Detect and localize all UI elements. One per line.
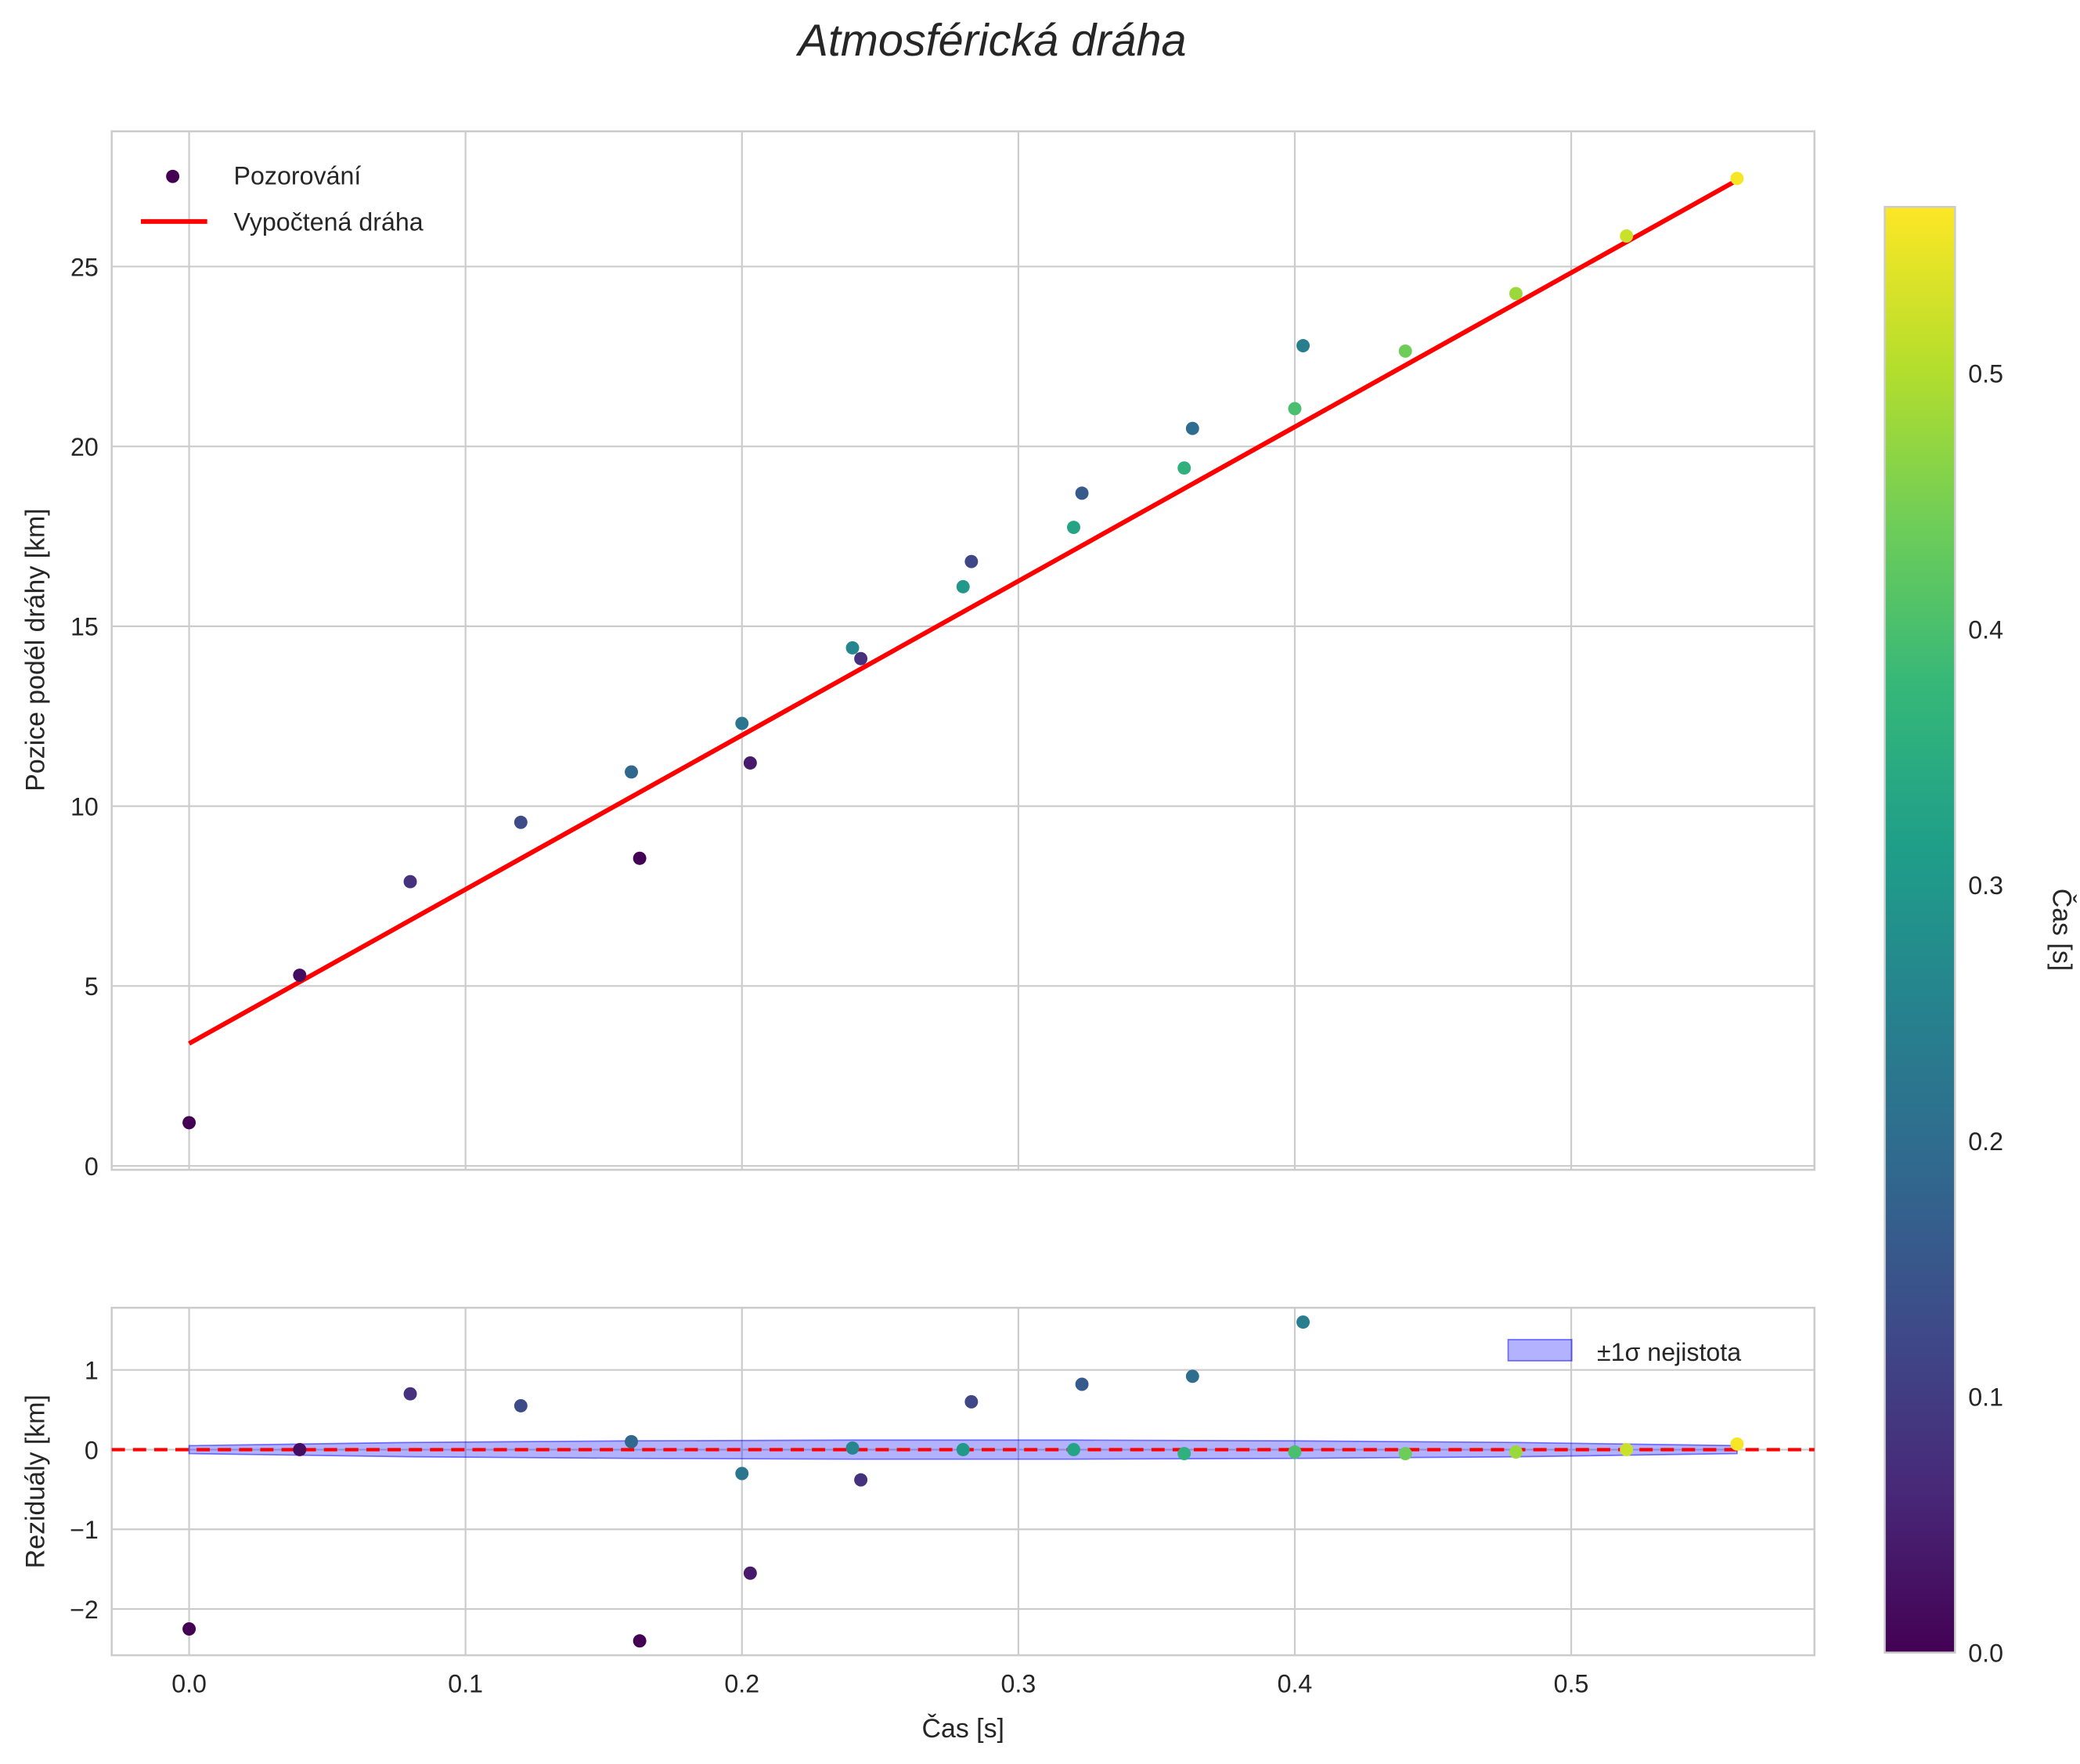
residual-point <box>514 1399 528 1412</box>
axes-frame <box>110 130 1816 1171</box>
observation-point <box>743 756 757 770</box>
observation-point <box>964 554 979 568</box>
legend-label-fit: Vypočtená dráha <box>234 208 424 236</box>
observation-point <box>182 1116 196 1130</box>
legend-label-observations: Pozorování <box>234 161 362 189</box>
residual-point <box>182 1622 196 1636</box>
x-tick-label: 0.5 <box>1554 1670 1589 1698</box>
x-axis-label: Čas [s] <box>922 1714 1004 1744</box>
observation-point <box>1067 521 1080 535</box>
residual-point <box>633 1634 647 1648</box>
residual-point <box>1177 1447 1191 1461</box>
observation-point <box>625 765 639 779</box>
residual-point <box>845 1441 860 1455</box>
observation-point <box>293 969 307 983</box>
x-tick-label: 0.2 <box>724 1670 759 1698</box>
residual-point <box>1288 1445 1302 1459</box>
observation-point <box>514 815 528 829</box>
x-tick-label: 0.3 <box>1001 1670 1036 1698</box>
observation-point <box>1620 229 1634 243</box>
colorbar-tick-label: 0.5 <box>1968 360 2003 388</box>
x-tick-label: 0.0 <box>171 1670 207 1698</box>
residual-point <box>1067 1442 1080 1456</box>
residual-point <box>1398 1447 1412 1461</box>
y-axis-label-top: Pozice podél dráhy [km] <box>20 508 50 791</box>
y-tick-label: 1 <box>85 1357 99 1385</box>
residual-point <box>1075 1377 1089 1391</box>
residual-point <box>1620 1442 1634 1456</box>
observation-point <box>1075 486 1089 500</box>
y-tick-label: −2 <box>70 1596 99 1624</box>
y-tick-label: −1 <box>70 1516 99 1544</box>
residual-point <box>964 1394 979 1409</box>
residual-point <box>1296 1315 1310 1329</box>
axes-frame <box>110 1306 1816 1657</box>
observation-point <box>1177 461 1191 475</box>
x-tick-label: 0.4 <box>1278 1670 1313 1698</box>
residual-point <box>956 1442 970 1456</box>
y-tick-label: 25 <box>70 253 99 281</box>
legend-patch-band <box>1507 1339 1573 1362</box>
legend-top: Pozorování Vypočtená dráha <box>140 161 424 236</box>
observation-point <box>1296 339 1310 352</box>
x-tick-label: 0.1 <box>448 1670 483 1698</box>
y-tick-label: 5 <box>85 972 99 1001</box>
y-axis-label-bottom: Reziduály [km] <box>20 1394 50 1568</box>
legend-label-band: ±1σ nejistota <box>1597 1338 1741 1366</box>
y-tick-label: 20 <box>70 433 99 461</box>
observation-point <box>854 651 868 666</box>
fit-line <box>188 178 1739 1046</box>
residual-point <box>1509 1445 1523 1459</box>
residual-point <box>1730 1437 1744 1451</box>
colorbar-tick-label: 0.0 <box>1968 1640 2003 1668</box>
y-tick-label: 0 <box>85 1436 99 1464</box>
colorbar-tick-label: 0.2 <box>1968 1127 2003 1156</box>
colorbar-label: Čas [s] <box>2047 889 2077 971</box>
observation-point <box>1288 402 1302 416</box>
observation-point <box>845 640 860 655</box>
y-tick-label: 0 <box>85 1153 99 1181</box>
top-axes: 0 5 10 15 20 25 <box>70 130 1816 1181</box>
residual-point <box>1185 1369 1199 1383</box>
residual-point <box>735 1466 749 1481</box>
observation-point <box>1185 421 1199 435</box>
chart-title: Atmosférická dráha <box>796 16 1187 66</box>
colorbar-tick-label: 0.4 <box>1968 615 2003 644</box>
legend-bottom: ±1σ nejistota <box>1507 1338 1741 1366</box>
residual-point <box>854 1473 868 1487</box>
residual-point <box>293 1442 307 1456</box>
colorbar-tick-label: 0.1 <box>1968 1383 2003 1412</box>
legend-marker-observations <box>166 169 180 183</box>
observation-point <box>1509 287 1523 301</box>
observation-point <box>735 716 749 730</box>
residual-point <box>625 1434 639 1448</box>
residual-point <box>743 1566 757 1580</box>
observation-point <box>1398 344 1412 358</box>
observation-point <box>1730 171 1744 186</box>
colorbar-tick-label: 0.3 <box>1968 871 2003 900</box>
colorbar-bar <box>1884 205 1956 1654</box>
y-tick-label: 10 <box>70 792 99 821</box>
observation-point <box>956 579 970 593</box>
y-tick-label: 15 <box>70 613 99 641</box>
colorbar: 0.0 0.1 0.2 0.3 0.4 0.5 <box>1884 205 2003 1668</box>
observation-point <box>403 875 417 889</box>
residual-point <box>403 1387 417 1401</box>
observation-point <box>633 851 647 865</box>
residual-axes: 0.0 0.1 0.2 0.3 0.4 0.5 −2 −1 0 1 <box>70 1306 1816 1698</box>
